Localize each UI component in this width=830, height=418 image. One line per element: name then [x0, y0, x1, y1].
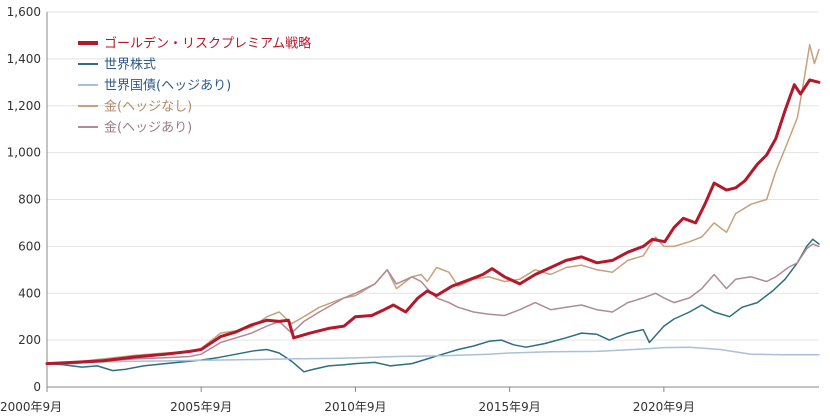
legend-label: ゴールデン・リスクプレミアム戦略 — [104, 36, 311, 52]
series-line-2 — [46, 238, 820, 373]
series-lines — [45, 44, 821, 373]
y-tick-label: 0 — [33, 380, 41, 394]
series-line-3 — [46, 346, 820, 365]
legend-label: 世界国債(ヘッジあり) — [104, 79, 231, 94]
series-line-5 — [46, 243, 820, 365]
x-tick-label: 2010年9月 — [324, 400, 386, 414]
y-tick-label: 1,400 — [7, 52, 41, 66]
y-tick-label: 1,000 — [7, 146, 41, 160]
y-tick-label: 400 — [18, 286, 41, 300]
legend-label: 金(ヘッジなし) — [104, 99, 192, 115]
y-tick-label: 1,600 — [7, 5, 41, 19]
axes: 0 200 400 600 800 1,000 1,200 1,400 1,600 2000年9月… — [0, 5, 819, 414]
y-tick-label: 1,200 — [7, 99, 41, 113]
x-tick-label: 2020年9月 — [633, 400, 695, 414]
x-tick-label: 2015年9月 — [479, 400, 541, 414]
y-tick-label: 200 — [18, 333, 41, 347]
legend-label: 世界株式 — [104, 58, 156, 73]
grid-lines — [47, 11, 819, 341]
y-tick-label: 800 — [18, 193, 41, 207]
x-tick-label: 2000年9月 — [0, 400, 62, 414]
series-line-1 — [45, 78, 821, 366]
y-tick-label: 600 — [18, 239, 41, 253]
x-tick-label: 2005年9月 — [170, 400, 232, 414]
legend-label: 金(ヘッジあり) — [104, 120, 192, 136]
